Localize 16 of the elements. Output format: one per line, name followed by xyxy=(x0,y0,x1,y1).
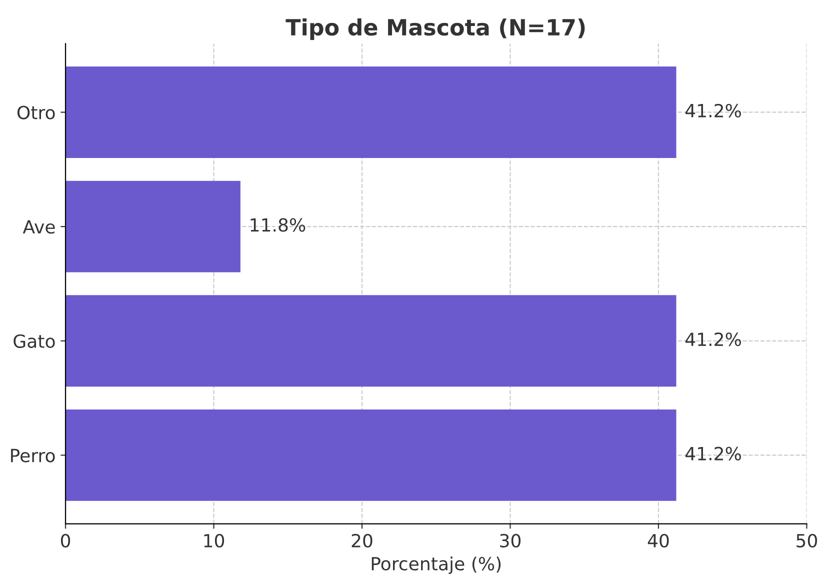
x-tick-label: 0 xyxy=(60,534,70,548)
y-tick-label: Perro xyxy=(11,448,55,462)
data-label: 11.8% xyxy=(250,218,306,232)
chart-title: Tipo de Mascota (N=17) xyxy=(286,18,585,40)
data-label: 41.2% xyxy=(685,446,741,460)
x-tick-label: 50 xyxy=(796,534,818,548)
y-tick-label: Ave xyxy=(22,220,55,234)
x-tick-label: 30 xyxy=(500,534,521,548)
data-label: 41.2% xyxy=(685,332,741,346)
y-tick-label: Gato xyxy=(14,334,55,348)
x-axis-title: Porcentaje (%) xyxy=(372,556,501,574)
x-tick-label: 10 xyxy=(204,534,224,548)
data-label: 41.2% xyxy=(685,104,741,118)
x-tick-label: 40 xyxy=(648,534,669,548)
y-tick-label: Otro xyxy=(17,106,55,120)
x-tick-label: 20 xyxy=(352,534,372,548)
